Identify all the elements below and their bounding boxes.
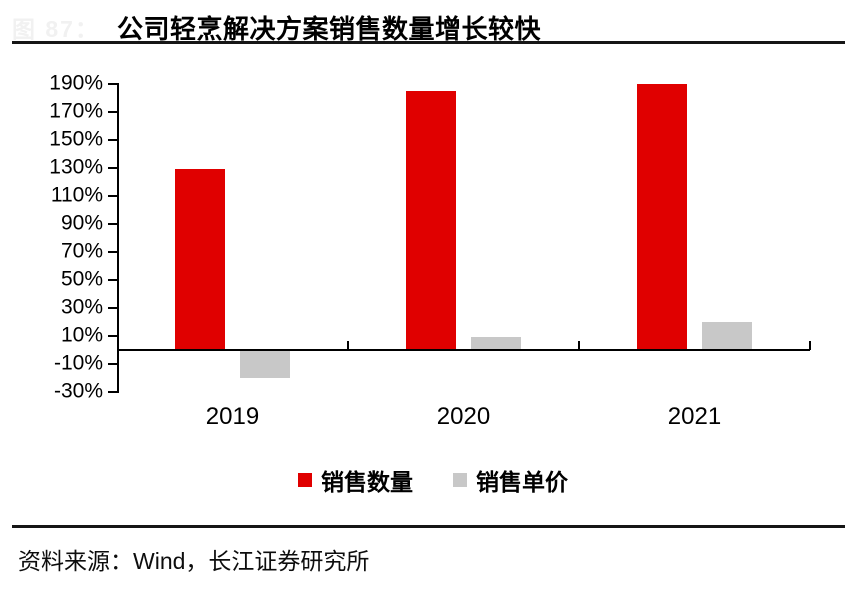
- bar-sales-quantity-2020: [406, 91, 456, 350]
- y-axis-tick-mark: [108, 139, 117, 141]
- y-axis-tick-mark: [108, 279, 117, 281]
- x-axis-tick-mark: [578, 341, 580, 350]
- chart-legend: 销售数量 销售单价: [0, 463, 866, 497]
- y-axis-tick-label: 190%: [49, 71, 103, 95]
- y-axis-tick-label: 150%: [49, 127, 103, 151]
- footer-divider-line: [12, 525, 845, 528]
- bar-unit-price-2019: [240, 350, 290, 378]
- y-axis-tick-mark: [108, 167, 117, 169]
- y-axis-tick-label: 90%: [60, 211, 103, 235]
- title-divider-line: [12, 41, 845, 44]
- y-axis-tick-mark: [108, 251, 117, 253]
- legend-item: 销售单价: [453, 463, 568, 497]
- x-axis-category-label: 2020: [436, 403, 491, 430]
- y-axis-tick-label: 30%: [60, 295, 103, 319]
- y-axis-tick-label: 130%: [49, 155, 103, 179]
- y-axis-tick-mark: [108, 83, 117, 85]
- y-axis-tick-mark: [108, 111, 117, 113]
- legend-swatch-icon: [298, 473, 312, 487]
- legend-swatch-icon: [453, 473, 467, 487]
- y-axis-tick-mark: [108, 363, 117, 365]
- y-axis-tick-label: 110%: [50, 183, 103, 207]
- y-axis-tick-label: -10%: [53, 351, 103, 375]
- y-axis-tick-mark: [108, 391, 117, 393]
- y-axis-tick-mark: [108, 335, 117, 337]
- bar-sales-quantity-2021: [637, 84, 687, 350]
- bar-unit-price-2020: [471, 337, 521, 350]
- x-axis-tick-mark: [347, 341, 349, 350]
- y-axis-tick-mark: [108, 223, 117, 225]
- figure-number-label: 图 87：: [12, 16, 100, 42]
- y-axis-line: [117, 83, 119, 393]
- y-axis-tick-label: 170%: [49, 99, 103, 123]
- y-axis-tick-label: 10%: [60, 323, 103, 347]
- legend-label: 销售数量: [321, 469, 413, 495]
- y-axis-tick-mark: [108, 195, 117, 197]
- y-axis-tick-mark: [108, 307, 117, 309]
- x-axis-category-label: 2021: [667, 403, 722, 430]
- x-axis-baseline: [117, 349, 810, 351]
- y-axis-tick-label: 50%: [60, 267, 103, 291]
- source-text: 资料来源：Wind，长江证券研究所: [18, 548, 370, 574]
- y-axis-tick-label: -30%: [53, 379, 103, 403]
- x-axis-category-label: 2019: [205, 403, 260, 430]
- y-axis-tick-label: 70%: [60, 239, 103, 263]
- bar-sales-quantity-2019: [175, 169, 225, 350]
- x-axis-tick-mark: [809, 341, 811, 350]
- chart-title: 公司轻烹解决方案销售数量增长较快: [117, 14, 542, 44]
- legend-label: 销售单价: [476, 469, 568, 495]
- legend-item: 销售数量: [298, 463, 413, 497]
- bar-unit-price-2021: [702, 322, 752, 350]
